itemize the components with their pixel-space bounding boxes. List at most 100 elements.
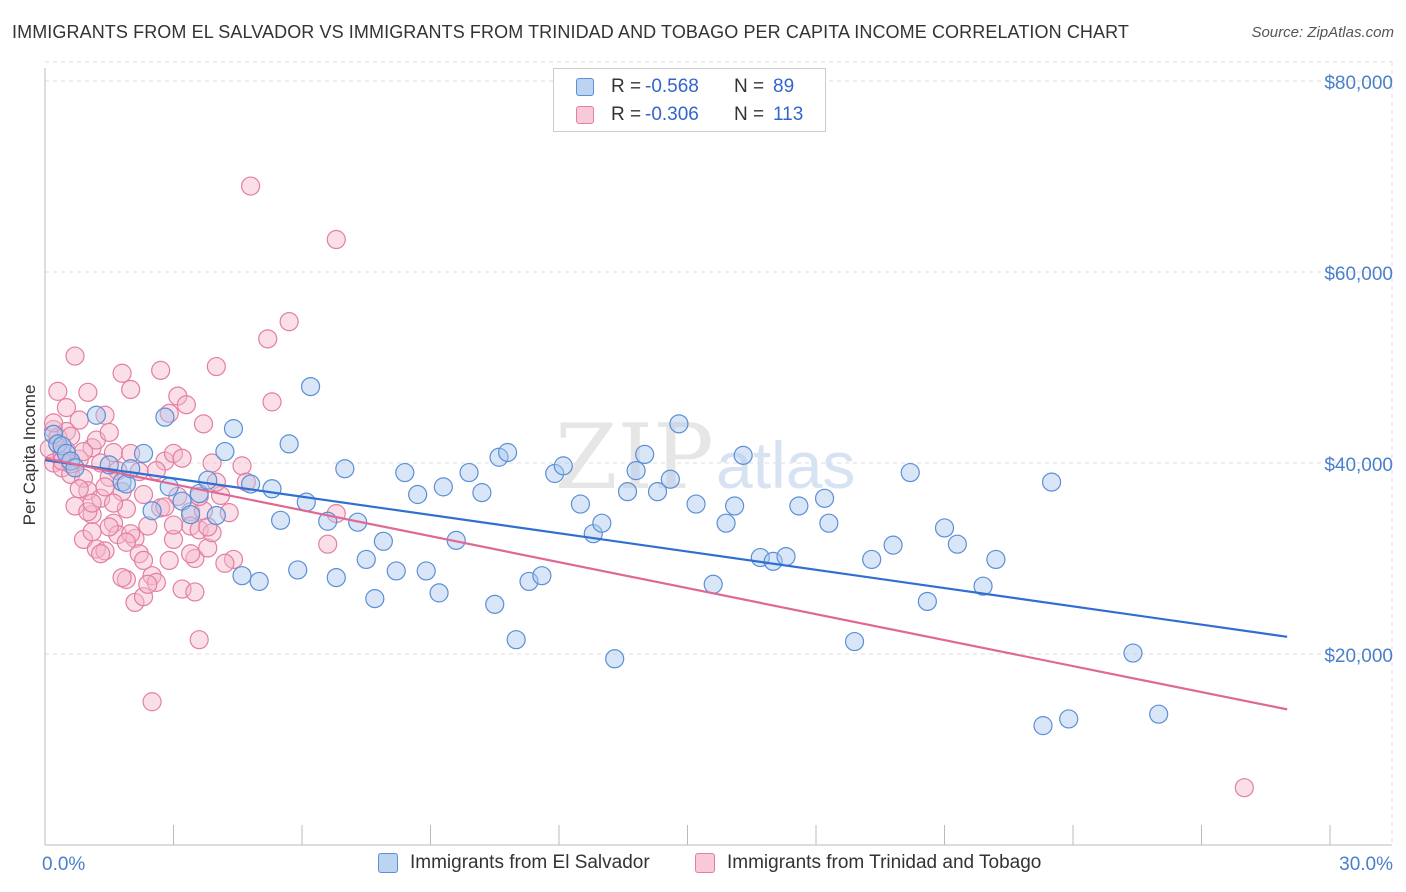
el-salvador-point — [1033, 716, 1053, 736]
trinidad-point — [155, 497, 175, 517]
trinidad-point — [82, 522, 102, 542]
y-tick-label: $60,000 — [1324, 264, 1393, 285]
trinidad-point — [78, 382, 98, 402]
trinidad-point — [189, 630, 209, 650]
el-salvador-point — [142, 501, 162, 521]
trinidad-point — [103, 442, 124, 463]
legend-swatch-pink — [695, 853, 715, 873]
el-salvador-point — [373, 531, 393, 551]
legend-series-label: Immigrants from Trinidad and Tobago — [727, 852, 1042, 873]
legend-n-value: 113 — [773, 104, 804, 125]
el-salvador-point — [459, 462, 479, 483]
correlation-legend: R = -0.568 N = 89 R = -0.306 N = 113 — [553, 68, 826, 132]
el-salvador-point — [647, 482, 668, 502]
el-salvador-point — [553, 456, 573, 476]
el-salvador-point — [198, 470, 218, 490]
el-salvador-point — [1059, 709, 1079, 729]
legend-r-label: R = — [611, 76, 642, 97]
trinidad-point — [163, 529, 184, 550]
y-tick-label: $40,000 — [1324, 455, 1393, 476]
trinidad-point — [133, 587, 154, 607]
el-salvador-point — [725, 496, 745, 516]
el-salvador-point — [433, 477, 453, 497]
trinidad-point — [159, 550, 179, 571]
trinidad-point — [121, 524, 141, 544]
trinidad-point — [206, 356, 226, 377]
el-salvador-point — [65, 458, 85, 478]
trinidad-point — [78, 502, 98, 522]
el-salvador-point — [172, 491, 192, 511]
el-salvador-point — [133, 443, 154, 464]
el-salvador-point — [570, 494, 591, 514]
legend-series-label: Immigrants from El Salvador — [410, 852, 650, 873]
el-salvador-point — [326, 567, 346, 588]
trinidad-point — [198, 538, 218, 558]
el-salvador-point — [86, 405, 107, 425]
x-tick-labels: 0.0% 30.0% — [42, 854, 1393, 875]
trend-lines — [44, 457, 1288, 711]
legend-swatch-blue — [576, 78, 594, 96]
y-tick-label: $20,000 — [1324, 646, 1393, 667]
trinidad-point — [241, 176, 261, 196]
trinidad-point — [112, 567, 132, 588]
trinidad-point — [185, 582, 205, 602]
el-salvador-point — [617, 482, 638, 502]
legend-r-label: R = — [611, 104, 642, 125]
el-salvador-point — [335, 459, 355, 479]
trinidad-point — [99, 422, 119, 443]
watermark-zip: ZIP — [555, 405, 714, 510]
el-salvador-point — [365, 589, 385, 609]
el-salvador-point — [605, 649, 625, 669]
x-tick-label: 30.0% — [1339, 854, 1393, 875]
trinidad-point — [181, 544, 201, 564]
el-salvador-point — [386, 561, 406, 581]
y-tick-label: $80,000 — [1324, 73, 1393, 94]
trinidad-point — [142, 692, 162, 712]
el-salvador-point — [155, 407, 175, 427]
y-tick-labels: $20,000 $40,000 $60,000 $80,000 — [1324, 73, 1393, 667]
el-salvador-point — [395, 462, 415, 483]
trinidad-trend-line — [44, 457, 1288, 711]
trinidad-point — [73, 441, 94, 462]
trinidad-point — [176, 395, 196, 415]
el-salvador-point — [626, 461, 646, 481]
el-salvador-point — [498, 442, 518, 463]
trinidad-point — [112, 363, 132, 383]
legend-r-value: -0.568 — [645, 76, 699, 97]
trinidad-point — [69, 479, 89, 499]
el-salvador-point — [669, 414, 689, 434]
el-salvador-point — [814, 488, 835, 508]
trinidad-point — [133, 550, 154, 571]
el-salvador-point — [900, 462, 920, 483]
el-salvador-point — [300, 377, 321, 397]
trinidad-point — [82, 493, 102, 513]
el-salvador-point — [232, 566, 252, 586]
el-salvador-point — [917, 591, 937, 612]
trinidad-point — [215, 553, 235, 573]
source-label: Source: ZipAtlas.com — [1251, 24, 1394, 41]
el-salvador-point — [635, 444, 655, 465]
el-salvador-point — [159, 477, 179, 497]
el-salvador-point — [789, 496, 809, 516]
el-salvador-point — [986, 549, 1006, 570]
el-salvador-point — [883, 535, 903, 555]
el-salvador-point — [416, 561, 436, 581]
legend-swatch-pink — [576, 106, 594, 124]
trinidad-point — [95, 477, 115, 497]
el-salvador-point — [776, 546, 796, 567]
trinidad-point — [133, 484, 154, 505]
el-salvador-point — [686, 494, 706, 514]
el-salvador-point — [288, 560, 308, 580]
legend-n-label: N = — [734, 76, 765, 97]
el-salvador-point — [215, 441, 235, 462]
el-salvador-point — [485, 594, 505, 614]
trinidad-point — [56, 398, 77, 418]
el-salvador-point — [703, 574, 723, 594]
trinidad-point — [232, 456, 252, 476]
legend-row-el-salvador: R = -0.568 N = 89 — [554, 72, 825, 102]
legend-n-label: N = — [734, 104, 765, 125]
el-salvador-point — [262, 479, 282, 499]
legend-r-value: -0.306 — [645, 104, 699, 125]
el-salvador-point — [1123, 643, 1143, 663]
